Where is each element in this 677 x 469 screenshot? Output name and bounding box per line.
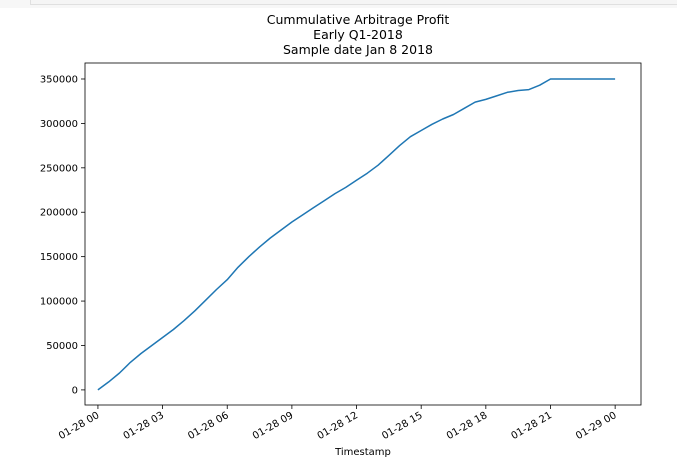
x-tick-label: 01-29 00 (574, 410, 618, 442)
y-tick-label: 350000 (40, 74, 78, 85)
x-tick-label: 01-28 00 (57, 410, 101, 442)
x-axis-label: Timestamp (334, 447, 391, 458)
x-tick-label: 01-28 21 (510, 410, 554, 442)
x-tick-label: 01-28 06 (186, 410, 230, 442)
y-tick-label: 100000 (40, 297, 78, 308)
x-tick-label: 01-28 12 (316, 410, 360, 442)
x-tick-label: 01-28 09 (251, 410, 295, 442)
chart-title-line-1: Cummulative Arbitrage Profit (267, 12, 450, 27)
y-axis: 0 50000 100000 150000 200000 250000 300000 3500… (40, 74, 85, 396)
y-tick-label: 150000 (40, 252, 78, 263)
x-tick-label: 01-28 18 (445, 410, 489, 442)
chart-title-line-3: Sample date Jan 8 2018 (283, 42, 433, 57)
axes-frame (84, 62, 642, 406)
series-line (97, 78, 616, 391)
notebook-cell-top (0, 0, 677, 8)
x-tick-label: 01-28 03 (122, 410, 166, 442)
y-tick-label: 50000 (46, 341, 78, 352)
x-tick-label: 01-28 15 (380, 410, 424, 442)
series-layer (97, 78, 616, 391)
y-tick-label: 300000 (40, 119, 78, 130)
x-axis: 01-28 00 01-28 03 01-28 06 01-28 09 01-28 12… (57, 405, 619, 442)
y-tick-label: 200000 (40, 208, 78, 219)
y-tick-label: 0 (72, 385, 78, 396)
y-tick-label: 250000 (40, 163, 78, 174)
cell-border (30, 0, 677, 5)
chart-title-line-2: Early Q1-2018 (313, 27, 403, 42)
